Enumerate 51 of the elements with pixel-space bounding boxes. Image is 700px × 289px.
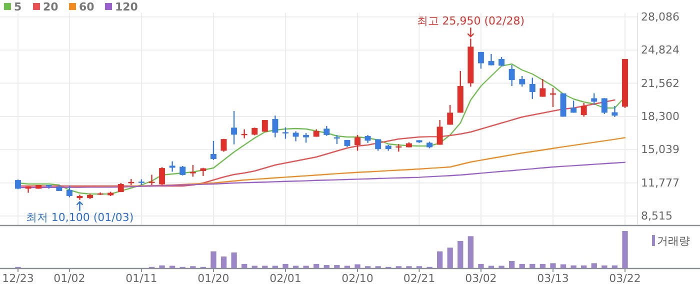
y-tick-label: 24,824 — [641, 44, 680, 57]
bar — [591, 263, 597, 268]
bar — [354, 264, 360, 268]
legend-label: 20 — [43, 0, 59, 14]
legend-label: 60 — [79, 0, 95, 14]
x-tick-label: 03/02 — [465, 272, 497, 285]
bar — [159, 265, 165, 268]
bar — [242, 264, 248, 268]
bar — [220, 256, 227, 268]
y-tick-label: 15,039 — [641, 143, 680, 156]
x-tick-label: 01/02 — [54, 272, 86, 285]
bar — [570, 265, 576, 268]
y-tick-label: 8,515 — [641, 209, 672, 222]
legend-label: 5 — [14, 0, 22, 14]
bar — [282, 264, 288, 268]
bar — [436, 251, 443, 268]
x-tick-label: 03/13 — [537, 272, 569, 285]
bar — [612, 265, 618, 268]
bar — [560, 264, 566, 268]
bar — [581, 265, 587, 268]
y-tick-label: 18,300 — [641, 110, 680, 123]
bar — [458, 240, 464, 268]
bar — [314, 264, 320, 268]
bar — [602, 265, 608, 268]
bar — [540, 264, 546, 268]
x-tick-label: 12/23 — [2, 272, 34, 285]
bar — [231, 252, 237, 268]
bar — [509, 260, 515, 268]
y-tick-label: 28,086 — [641, 10, 680, 24]
y-tick-label: 21,562 — [641, 76, 680, 90]
annotation: 최고 25,950 (02/28) — [416, 14, 525, 28]
x-tick-label: 01/20 — [198, 272, 230, 285]
x-tick-label: 03/22 — [609, 272, 641, 285]
bar — [210, 251, 216, 268]
x-tick-label: 02/10 — [342, 272, 374, 285]
bar — [530, 264, 536, 268]
x-tick-label: 01/11 — [126, 272, 158, 285]
x-tick-label: 02/01 — [270, 272, 302, 285]
y-tick-label: 11,777 — [641, 176, 680, 190]
bar — [468, 236, 474, 268]
bar — [478, 264, 484, 268]
bar — [334, 265, 340, 268]
legend: 거래량 — [652, 234, 690, 248]
bar — [447, 248, 453, 268]
annotation: 최저 10,100 (01/03) — [26, 210, 134, 224]
bar — [550, 263, 556, 268]
bar — [519, 264, 525, 268]
bar — [324, 265, 330, 268]
x-tick-label: 02/21 — [403, 272, 436, 285]
bar — [622, 231, 628, 268]
legend-label: 120 — [115, 0, 138, 14]
